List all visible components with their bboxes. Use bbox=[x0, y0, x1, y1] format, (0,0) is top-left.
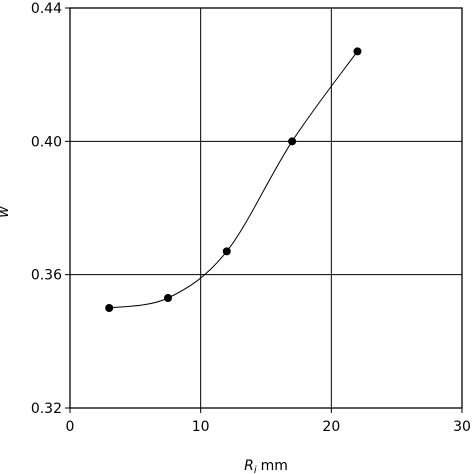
data-point bbox=[105, 304, 114, 312]
series-layer bbox=[105, 47, 362, 312]
x-axis-label: Ri mm bbox=[244, 458, 288, 474]
y-tick-label: 0.44 bbox=[31, 1, 62, 17]
data-point bbox=[164, 294, 172, 302]
x-axis: 0 10 20 30 bbox=[66, 408, 471, 435]
y-axis: 0.32 0.36 0.40 0.44 bbox=[31, 1, 70, 417]
grid-layer bbox=[69, 7, 463, 409]
y-tick-label: 0.36 bbox=[31, 268, 62, 284]
series-line bbox=[109, 51, 358, 309]
x-tick-label: 20 bbox=[322, 419, 340, 435]
x-tick-label: 10 bbox=[192, 419, 210, 435]
x-tick-label: 0 bbox=[66, 419, 75, 435]
y-axis-label: w bbox=[0, 206, 12, 218]
y-tick-label: 0.40 bbox=[31, 134, 62, 150]
y-tick-label: 0.32 bbox=[31, 401, 62, 417]
data-point bbox=[222, 247, 231, 256]
x-axis-label-subscript: i bbox=[254, 465, 257, 474]
plot-frame bbox=[69, 7, 463, 409]
data-point bbox=[353, 47, 362, 56]
x-axis-label-unit: mm bbox=[261, 458, 288, 474]
x-axis-label-symbol: R bbox=[244, 458, 254, 474]
x-tick-label: 30 bbox=[453, 419, 471, 435]
data-point bbox=[288, 137, 297, 146]
